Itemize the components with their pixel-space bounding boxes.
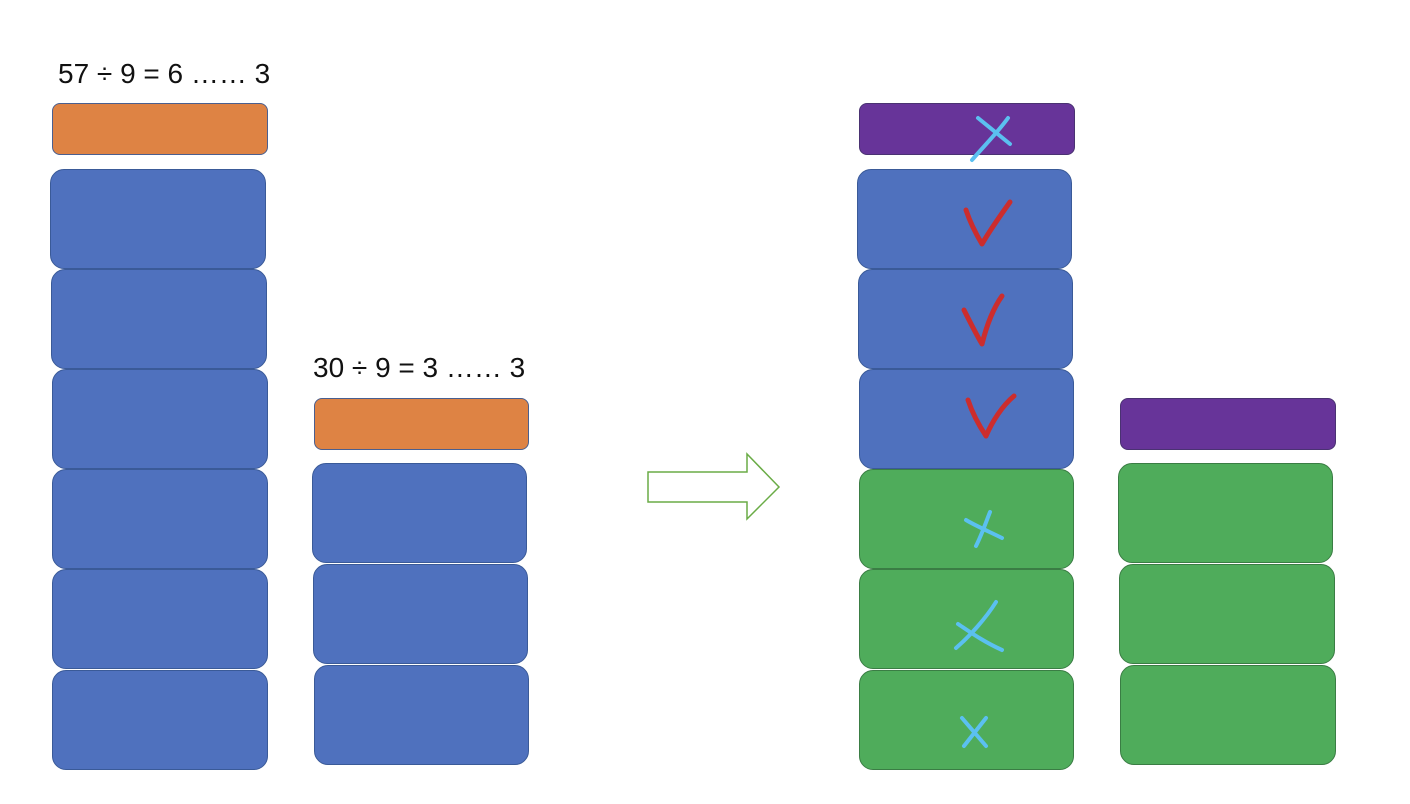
equation-30-div-9: 30 ÷ 9 = 3 …… 3 xyxy=(313,352,526,383)
cross-icon xyxy=(960,716,988,748)
remainder-block xyxy=(314,398,529,450)
group-block xyxy=(52,469,268,569)
cross-icon xyxy=(954,600,1004,652)
group-block xyxy=(50,169,266,269)
check-icon xyxy=(963,199,1013,247)
group-block-crossed xyxy=(859,569,1074,669)
check-icon xyxy=(965,393,1017,439)
group-block-checked xyxy=(859,369,1074,469)
right-arrow-icon xyxy=(647,452,781,521)
group-block xyxy=(1118,463,1333,563)
remainder-block xyxy=(52,103,268,155)
group-block-checked xyxy=(858,269,1073,369)
cross-icon xyxy=(970,116,1012,162)
remainder-block-merged xyxy=(859,103,1075,155)
equation-57-div-9: 57 ÷ 9 = 6 …… 3 xyxy=(58,58,271,89)
group-block xyxy=(314,665,529,765)
group-block xyxy=(1120,665,1336,765)
group-block xyxy=(312,463,527,563)
group-block-checked xyxy=(857,169,1072,269)
group-block xyxy=(51,269,267,369)
remainder-block-merged xyxy=(1120,398,1336,450)
group-block xyxy=(313,564,528,664)
check-icon xyxy=(961,293,1005,347)
group-block xyxy=(52,569,268,669)
group-block-crossed xyxy=(859,670,1074,770)
group-block xyxy=(1119,564,1335,664)
group-block xyxy=(52,670,268,770)
group-block xyxy=(52,369,268,469)
cross-icon xyxy=(964,510,1004,548)
